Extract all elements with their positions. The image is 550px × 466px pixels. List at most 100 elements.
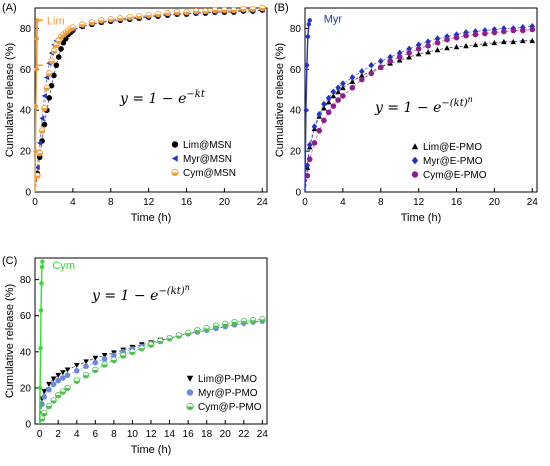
marker-fill <box>259 8 266 11</box>
data-point <box>147 341 155 348</box>
pure-compound-point <box>305 34 311 39</box>
data-point <box>53 62 60 69</box>
legend-label: Cym@E-PMO <box>423 170 487 181</box>
data-point <box>83 363 89 370</box>
marker-fill <box>117 18 124 22</box>
marker-fill <box>259 319 266 323</box>
pure-compound-point <box>306 22 311 27</box>
data-point <box>58 46 64 52</box>
data-point <box>377 64 384 71</box>
data-point <box>53 41 60 48</box>
data-point <box>325 99 332 105</box>
data-point <box>415 51 422 57</box>
pure-compound-point <box>39 281 44 286</box>
data-point <box>50 47 58 55</box>
data-point <box>396 57 403 63</box>
marker-fill <box>186 406 194 410</box>
data-point <box>45 402 53 410</box>
data-point <box>38 127 46 134</box>
data-point <box>88 19 96 26</box>
data-point <box>453 34 460 41</box>
data-point <box>259 316 266 323</box>
legend-label: Cym@MSN <box>183 168 236 179</box>
x-tick-label: 12 <box>413 197 425 208</box>
marker-fill <box>221 10 228 13</box>
pure-compound-point <box>40 259 45 264</box>
y-tick-label: 80 <box>20 275 32 286</box>
data-point <box>145 11 152 19</box>
data-point <box>166 335 173 342</box>
marker-fill <box>79 24 86 28</box>
y-tick-label: 20 <box>290 147 302 158</box>
x-tick-label: 24 <box>527 197 539 208</box>
data-point <box>41 389 48 395</box>
data-point <box>46 386 52 393</box>
data-point <box>472 28 479 35</box>
data-point <box>50 376 57 382</box>
data-point <box>175 332 183 339</box>
y-axis-label: Cumulative release (%) <box>4 43 16 157</box>
data-point <box>60 375 66 381</box>
x-tick-label: 20 <box>219 197 231 208</box>
marker-fill <box>51 50 57 54</box>
y-tick-label: 20 <box>20 147 32 158</box>
data-point <box>164 9 171 17</box>
y-tick-label: 0 <box>295 188 301 199</box>
x-tick-label: 16 <box>183 429 195 440</box>
fit-curve <box>39 320 263 425</box>
data-point <box>453 44 460 50</box>
data-point <box>491 39 498 46</box>
data-point <box>157 337 164 345</box>
marker-fill <box>89 22 95 26</box>
y-tick-label: 20 <box>20 383 32 394</box>
x-tick-label: 4 <box>340 197 346 208</box>
marker-fill <box>46 405 52 409</box>
data-point <box>41 104 48 112</box>
data-point <box>463 32 469 39</box>
data-point <box>46 70 53 77</box>
legend-label: Myr@P-PMO <box>198 388 258 399</box>
marker-fill <box>101 364 108 368</box>
data-point <box>472 42 479 48</box>
data-point <box>51 72 57 79</box>
data-point <box>335 89 341 95</box>
panel-tag: (A) <box>2 2 17 14</box>
marker-fill <box>164 13 171 16</box>
marker-fill <box>46 73 53 77</box>
y-tick-label: 0 <box>25 420 31 431</box>
x-tick-label: 0 <box>37 429 43 440</box>
data-point <box>306 156 313 163</box>
data-point <box>311 123 318 130</box>
marker-fill <box>136 16 142 19</box>
data-point <box>368 70 375 77</box>
marker-fill <box>231 322 238 325</box>
data-point <box>368 61 375 69</box>
marker-fill <box>249 9 256 12</box>
data-point <box>92 366 99 374</box>
marker-fill <box>36 153 43 156</box>
x-tick-label: 4 <box>70 197 76 208</box>
marker-fill <box>145 15 152 18</box>
data-point <box>50 397 57 404</box>
x-tick-label: 24 <box>257 197 269 208</box>
marker-fill <box>73 380 80 384</box>
data-point <box>501 28 507 35</box>
x-axis-label: Time (h) <box>401 212 442 224</box>
data-point <box>321 117 327 124</box>
data-point <box>306 141 313 149</box>
data-point <box>510 38 517 45</box>
equation: y = 1 − e−kt <box>119 89 206 107</box>
data-point <box>316 110 323 118</box>
legend-label: Lim@MSN <box>183 140 232 151</box>
marker-fill <box>55 40 62 44</box>
legend-marker <box>411 143 419 150</box>
data-point <box>83 359 89 365</box>
data-point <box>73 367 80 374</box>
data-point <box>240 317 247 325</box>
data-point <box>377 57 384 65</box>
marker-fill <box>157 341 164 344</box>
inset-label: Cym <box>52 260 75 272</box>
x-axis-label: Time (h) <box>131 444 172 456</box>
x-tick-label: 8 <box>111 429 117 440</box>
x-tick-label: 16 <box>451 197 463 208</box>
